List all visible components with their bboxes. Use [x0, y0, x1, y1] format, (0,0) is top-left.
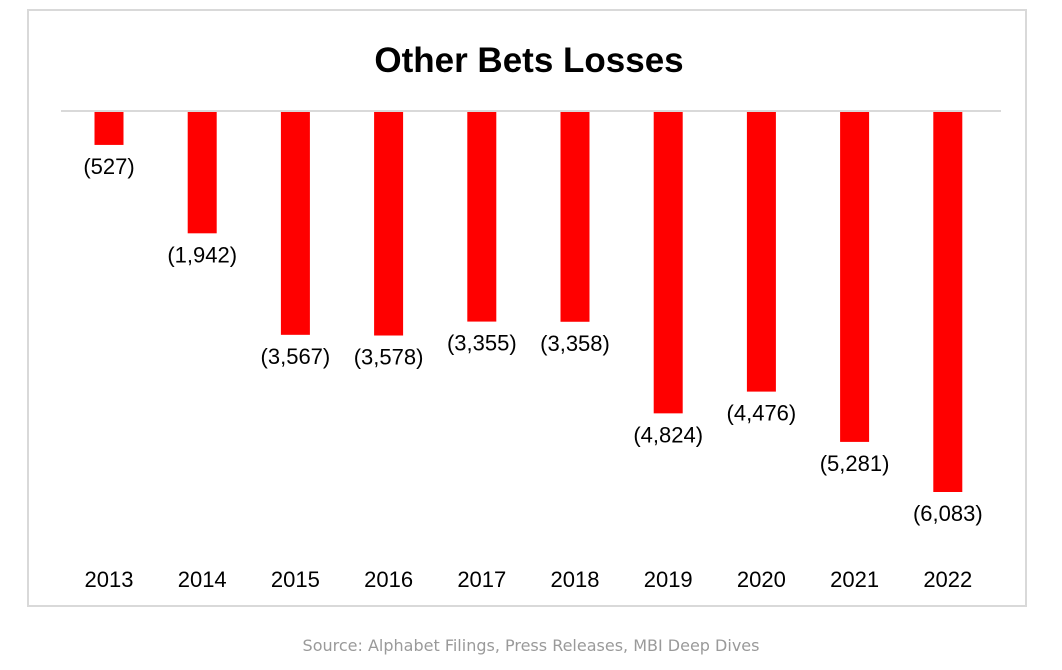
bar-2014 — [187, 112, 217, 234]
data-label-2018: (3,358) — [540, 331, 610, 356]
x-tick-2014: 2014 — [178, 567, 227, 592]
bar-chart: (527) 2013 (1,942) 2014 (3,567) 2015 (3,578) 20… — [61, 110, 1001, 592]
x-tick-2022: 2022 — [923, 567, 972, 592]
x-tick-2021: 2021 — [830, 567, 879, 592]
x-tick-2019: 2019 — [644, 567, 693, 592]
bar-2021 — [840, 112, 870, 442]
data-label-2019: (4,824) — [633, 422, 703, 447]
data-label-2015: (3,567) — [261, 344, 331, 369]
bar-2020 — [746, 112, 776, 392]
data-label-2016: (3,578) — [354, 345, 424, 370]
x-tick-2017: 2017 — [457, 567, 506, 592]
bar-2013 — [94, 112, 124, 145]
chart-title: Other Bets Losses — [374, 41, 684, 80]
x-tick-2013: 2013 — [85, 567, 134, 592]
data-label-2013: (527) — [83, 154, 134, 179]
bar-2016 — [374, 112, 404, 336]
bar-2019 — [653, 112, 683, 414]
source-caption: Source: Alphabet Filings, Press Releases… — [302, 636, 760, 655]
x-tick-2016: 2016 — [364, 567, 413, 592]
bar-2015 — [280, 112, 310, 335]
bar-2022 — [933, 112, 963, 492]
x-tick-2018: 2018 — [551, 567, 600, 592]
bar-2018 — [560, 112, 590, 322]
chart-frame: Other Bets Losses (527) 2013 (1,942) 2014 (3… — [27, 9, 1027, 607]
x-tick-2015: 2015 — [271, 567, 320, 592]
data-label-2017: (3,355) — [447, 331, 517, 356]
bar-2017 — [467, 112, 497, 322]
data-label-2021: (5,281) — [820, 451, 890, 476]
data-label-2022: (6,083) — [913, 501, 983, 526]
x-tick-2020: 2020 — [737, 567, 786, 592]
data-label-2020: (4,476) — [727, 401, 797, 426]
data-label-2014: (1,942) — [167, 242, 237, 267]
